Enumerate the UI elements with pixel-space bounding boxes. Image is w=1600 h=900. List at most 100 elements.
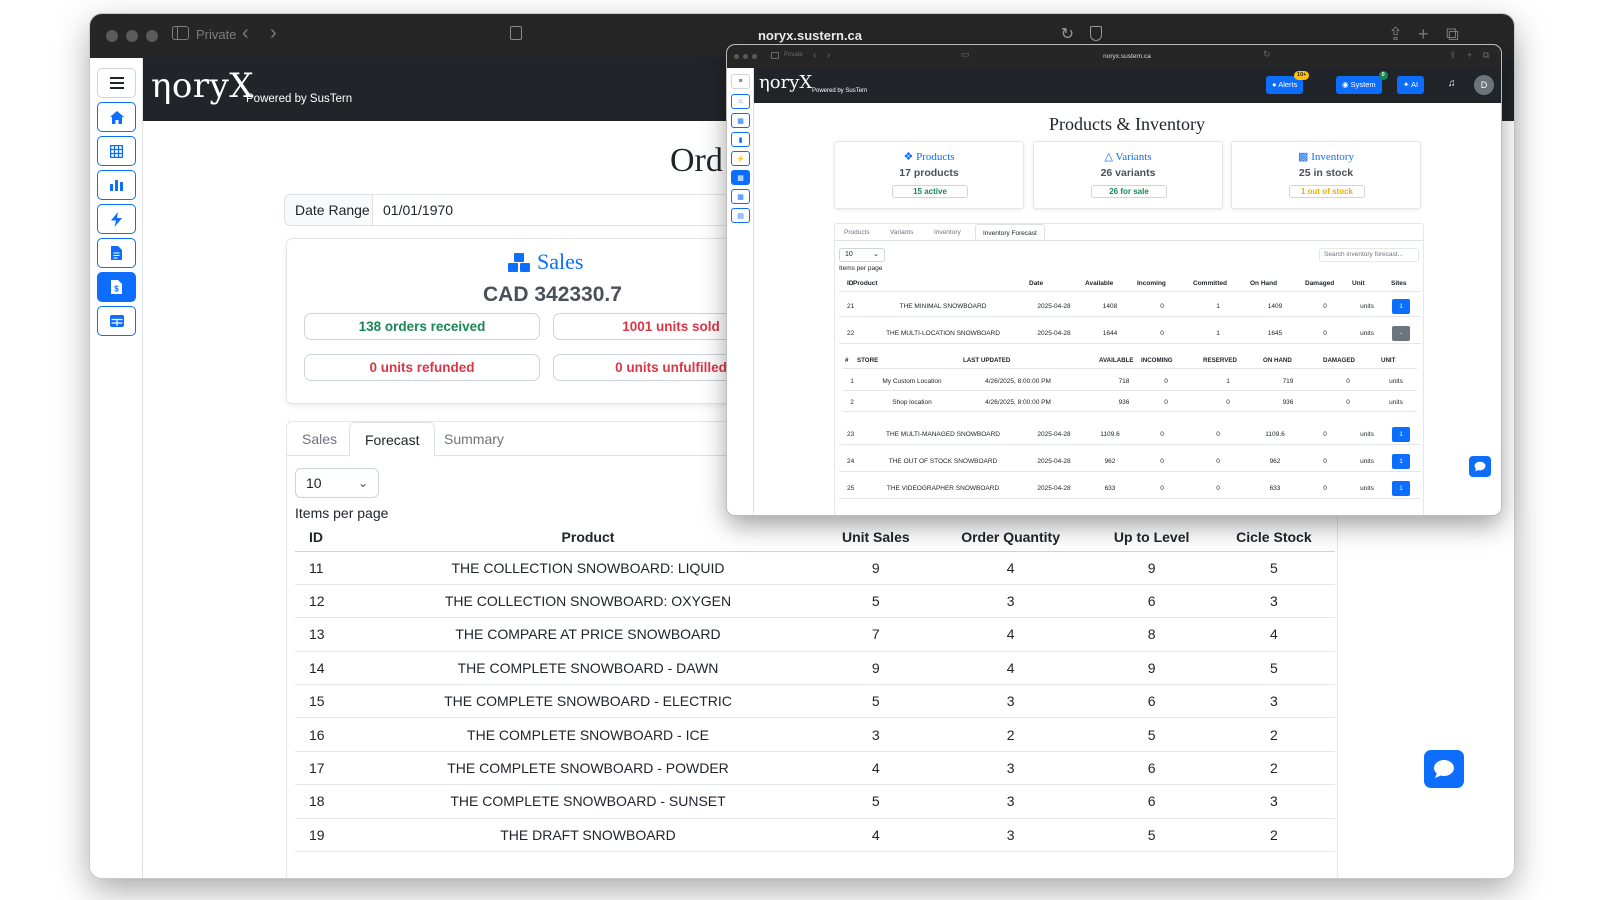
sidebar-toggle-icon[interactable] [172,26,189,40]
zoom-window-button[interactable] [146,30,158,42]
row-up-to-level: 6 [1090,584,1213,619]
overlay-bolt-icon[interactable]: ⚡ [731,151,750,166]
app-logo[interactable]: ηoryX [151,66,255,106]
overlay-page-settings-icon[interactable]: ▭ [961,49,970,59]
overlay-reload-icon[interactable]: ↻ [1263,49,1271,59]
shield-icon[interactable] [1090,26,1102,41]
close-window-button[interactable] [106,30,118,42]
col-date: 2025-04-28 [1037,431,1071,438]
ai-button[interactable]: ✦ AI [1397,76,1425,94]
tab-overview-icon[interactable]: ⧉ [1446,24,1459,44]
document-dollar-icon[interactable]: $ [97,272,136,302]
overlay-close-button[interactable] [734,54,739,59]
table-row: 15 THE COMPLETE SNOWBOARD - ELECTRIC 5 3 6 3 [295,684,1335,719]
inventory-forecast-panel: Products Variants Inventory Inventory Fo… [834,223,1424,515]
row-up-to-level: 6 [1090,784,1213,819]
sites-button[interactable]: 1 [1392,481,1410,496]
bar-chart-icon[interactable] [97,170,136,200]
reload-icon[interactable]: ↻ [1060,26,1074,43]
overlay-subtable-header: UNIT [1381,357,1396,364]
sites-button[interactable]: - [1392,326,1410,341]
tab-inventory-forecast[interactable]: Inventory Forecast [975,224,1045,242]
row-up-to-level: 6 [1090,751,1213,786]
overlay-sidebar-toggle-icon[interactable] [771,52,779,59]
sites-button[interactable]: 1 [1392,427,1410,442]
overlay-grid-icon[interactable]: ▦ [731,113,750,128]
overlay-document-icon[interactable]: ▦ [731,170,750,185]
col-damaged: 0 [1323,431,1327,438]
tab-forecast[interactable]: Forecast [349,422,436,457]
row-id: 14 [295,651,355,686]
menu-icon[interactable] [97,68,136,98]
overlay-bar-chart-icon[interactable]: ▮ [731,132,750,147]
column-header[interactable]: Order Quantity [930,524,1091,552]
overlay-new-tab-icon[interactable]: + [1467,50,1473,60]
column-header[interactable]: Product [355,524,821,552]
col-product: THE OUT OF STOCK SNOWBOARD [888,458,998,465]
overlay-menu-icon[interactable]: ≡ [731,74,750,89]
sites-button[interactable]: 1 [1392,299,1410,314]
back-icon[interactable]: ‹ [242,22,249,44]
overlay-column-header: Unit [1352,280,1365,287]
row-up-to-level: 9 [1090,551,1213,585]
overlay-share-icon[interactable]: ⇪ [1449,50,1457,60]
overlay-back-icon[interactable]: ‹ [813,50,817,61]
col-incoming: 0 [1160,458,1164,465]
date-range-value[interactable]: 01/01/1970 [383,202,454,218]
inventory-search-input[interactable]: Search inventory forecast... [1319,248,1419,262]
system-button[interactable]: ◉ System 0 [1336,71,1388,94]
col-id: 24 [847,458,855,465]
new-tab-icon[interactable]: + [1418,24,1429,44]
chat-bubble-icon [1434,760,1454,778]
tab-variants[interactable]: Variants [890,229,914,236]
col-committed: 0 [1216,485,1220,492]
address-bar[interactable]: noryx.sustern.ca ↻ [510,21,1110,49]
document-icon[interactable] [97,238,136,268]
tab-sales[interactable]: Sales [302,431,338,447]
overlay-document-dollar-icon[interactable]: ▦ [731,189,750,204]
table-row: 17 THE COMPLETE SNOWBOARD - POWDER 4 3 6 2 [295,751,1335,786]
table-icon[interactable] [97,306,136,336]
tab-summary[interactable]: Summary [444,431,504,447]
address-bar-url[interactable]: noryx.sustern.ca [757,28,863,43]
tab-products[interactable]: Products [844,229,870,236]
minimize-window-button[interactable] [126,30,138,42]
chat-button[interactable] [1424,750,1464,788]
forward-icon[interactable]: › [270,22,277,44]
overlay-home-icon[interactable]: ⌂ [731,94,750,109]
overlay-forward-icon[interactable]: › [827,50,831,61]
orders-received-badge: 138 orders received [304,313,540,340]
sites-button[interactable]: 1 [1392,454,1410,469]
overlay-tab-overview-icon[interactable]: ⧉ [1483,50,1490,60]
col-available: 633 [1104,485,1116,492]
overlay-chat-button[interactable] [1469,456,1491,477]
overlay-subtable-header: LAST UPDATED [963,357,1011,364]
overlay-url[interactable]: noryx.sustern.ca [1103,53,1151,60]
overlay-zoom-button[interactable] [752,54,757,59]
share-icon[interactable]: ⇪ [1388,24,1404,44]
column-header[interactable]: Unit Sales [821,524,931,552]
table-header-row: ID Product Unit Sales Order Quantity Up … [295,524,1335,552]
items-per-page-select[interactable]: 10 ⌄ [295,468,379,498]
row-unit-sales: 5 [821,584,931,619]
column-header[interactable]: ID [295,524,355,552]
page-settings-icon[interactable] [510,26,522,40]
sub-col-unit: units [1389,378,1403,385]
bolt-icon[interactable] [97,204,136,234]
alerts-button[interactable]: ● Alerts 10+ [1266,71,1310,94]
date-range-field[interactable]: Date Range 01/01/1970 [284,194,784,226]
bell-icon[interactable]: ♫ [1448,78,1456,89]
column-header[interactable]: Up to Level [1090,524,1213,552]
overlay-app-logo[interactable]: ηoryX [759,72,813,93]
sub-col-on-hand: 936 [1282,399,1294,406]
home-icon[interactable] [97,102,136,132]
overlay-table-icon[interactable]: ▤ [731,208,750,223]
avatar[interactable]: D [1474,75,1494,95]
column-header[interactable]: Cicle Stock [1212,524,1335,552]
tab-inventory[interactable]: Inventory [934,229,961,236]
overlay-minimize-button[interactable] [743,54,748,59]
overlay-address-bar[interactable]: noryx.sustern.ca ▭ ↻ [961,49,1287,64]
grid-icon[interactable] [97,136,136,166]
products-active-badge: 15 active [892,185,968,198]
overlay-items-per-page-select[interactable]: 10 ⌄ [839,248,885,262]
